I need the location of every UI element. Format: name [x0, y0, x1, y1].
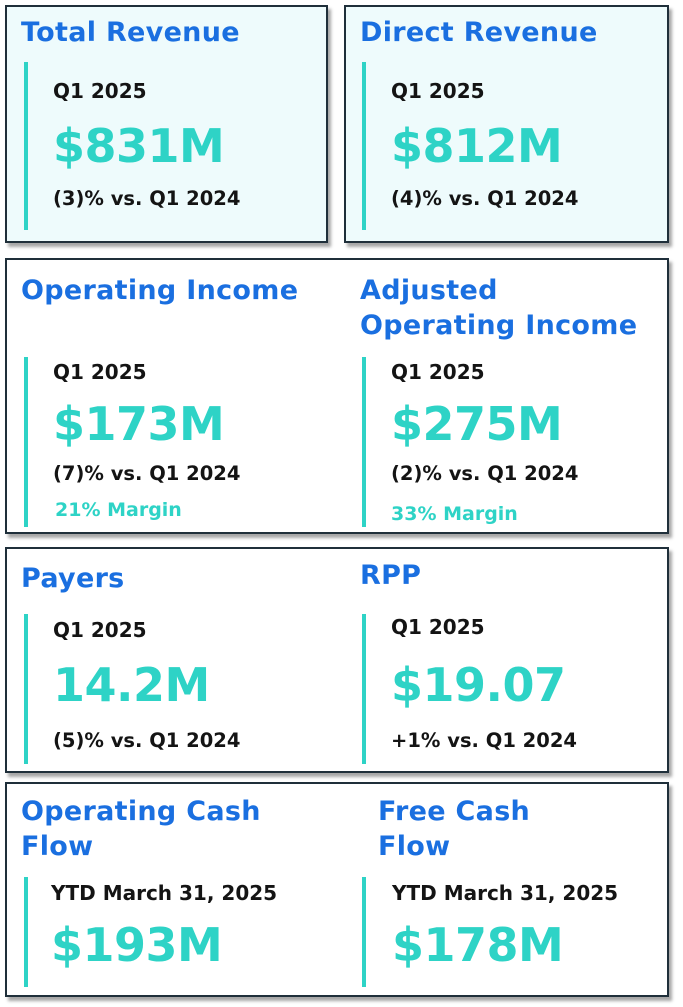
total-revenue-card: Total Revenue Q1 2025 $831M (3)% vs. Q1 …	[5, 5, 328, 243]
rpp-metric: RPP Q1 2025 $19.07 +1% vs. Q1 2024	[346, 549, 668, 771]
payers-rpp-card: Payers Q1 2025 14.2M (5)% vs. Q1 2024 RP…	[5, 547, 669, 773]
accent-bar	[24, 357, 28, 527]
period-label: Q1 2025	[53, 360, 147, 384]
metric-value: $173M	[53, 397, 225, 451]
metric-value: $812M	[391, 119, 563, 173]
accent-bar	[362, 62, 366, 230]
cash-flow-card: Operating Cash Flow YTD March 31, 2025 $…	[5, 782, 669, 997]
yoy-change: (5)% vs. Q1 2024	[53, 729, 241, 752]
direct-revenue-title: Direct Revenue	[360, 17, 598, 48]
period-label: YTD March 31, 2025	[51, 881, 278, 905]
operating-income-title: Operating Income	[21, 275, 299, 306]
metric-value: $19.07	[391, 658, 566, 712]
metric-value: $193M	[51, 918, 223, 972]
free-cash-flow-title-line2: Flow	[378, 831, 451, 862]
operating-income-metric: Operating Income Q1 2025 $173M (7)% vs. …	[7, 260, 337, 532]
adjusted-operating-income-title-line1: Adjusted	[360, 275, 498, 306]
yoy-change: (2)% vs. Q1 2024	[391, 462, 579, 485]
accent-bar	[24, 62, 28, 230]
period-label: Q1 2025	[53, 618, 147, 642]
yoy-change: +1% vs. Q1 2024	[391, 729, 577, 752]
margin-label: 21% Margin	[55, 499, 182, 521]
operating-income-card: Operating Income Q1 2025 $173M (7)% vs. …	[5, 258, 669, 534]
period-label: YTD March 31, 2025	[392, 881, 619, 905]
accent-bar	[24, 614, 28, 764]
operating-cash-flow-title-line2: Flow	[21, 831, 94, 862]
payers-metric: Payers Q1 2025 14.2M (5)% vs. Q1 2024	[7, 549, 337, 771]
accent-bar	[362, 877, 366, 987]
free-cash-flow-title-line1: Free Cash	[378, 796, 531, 827]
margin-label: 33% Margin	[391, 503, 518, 525]
operating-cash-flow-metric: Operating Cash Flow YTD March 31, 2025 $…	[7, 784, 347, 995]
accent-bar	[24, 877, 28, 987]
period-label: Q1 2025	[391, 615, 485, 639]
direct-revenue-card: Direct Revenue Q1 2025 $812M (4)% vs. Q1…	[344, 5, 669, 243]
yoy-change: (3)% vs. Q1 2024	[53, 187, 241, 210]
yoy-change: (4)% vs. Q1 2024	[391, 187, 579, 210]
period-label: Q1 2025	[53, 79, 147, 103]
free-cash-flow-metric: Free Cash Flow YTD March 31, 2025 $178M	[362, 784, 668, 995]
period-label: Q1 2025	[391, 79, 485, 103]
metric-value: $831M	[53, 119, 225, 173]
total-revenue-title: Total Revenue	[21, 17, 240, 48]
metric-value: $178M	[392, 918, 564, 972]
accent-bar	[362, 614, 366, 764]
payers-title: Payers	[21, 563, 125, 594]
adjusted-operating-income-title-line2: Operating Income	[360, 310, 638, 341]
metric-value: $275M	[391, 397, 563, 451]
rpp-title: RPP	[360, 560, 422, 591]
metric-value: 14.2M	[53, 658, 210, 712]
yoy-change: (7)% vs. Q1 2024	[53, 462, 241, 485]
accent-bar	[362, 357, 366, 527]
period-label: Q1 2025	[391, 360, 485, 384]
adjusted-operating-income-metric: Adjusted Operating Income Q1 2025 $275M …	[346, 260, 668, 532]
operating-cash-flow-title-line1: Operating Cash	[21, 796, 261, 827]
